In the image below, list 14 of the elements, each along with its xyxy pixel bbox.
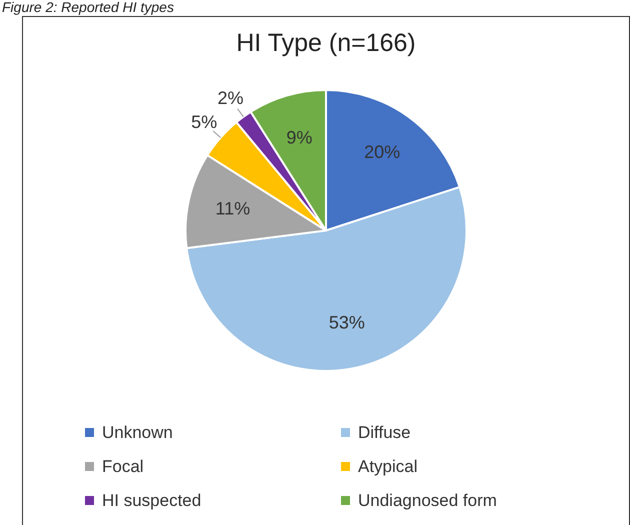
legend-label: Atypical: [358, 456, 418, 476]
legend-label: HI suspected: [102, 490, 202, 510]
legend-label: Diffuse: [358, 422, 411, 442]
data-label: 20%: [364, 142, 400, 162]
caption: Figure 2: Reported HI types: [2, 0, 174, 15]
chart-title: HI Type (n=166): [236, 28, 416, 57]
data-label: 9%: [286, 128, 312, 148]
legend-label: Focal: [102, 456, 144, 476]
legend-label: Undiagnosed form: [358, 490, 497, 510]
data-label: 11%: [215, 198, 250, 219]
data-label: 53%: [328, 312, 365, 333]
legend-label: Unknown: [102, 422, 173, 442]
data-label: 2%: [217, 88, 244, 108]
data-label: 5%: [191, 112, 218, 132]
